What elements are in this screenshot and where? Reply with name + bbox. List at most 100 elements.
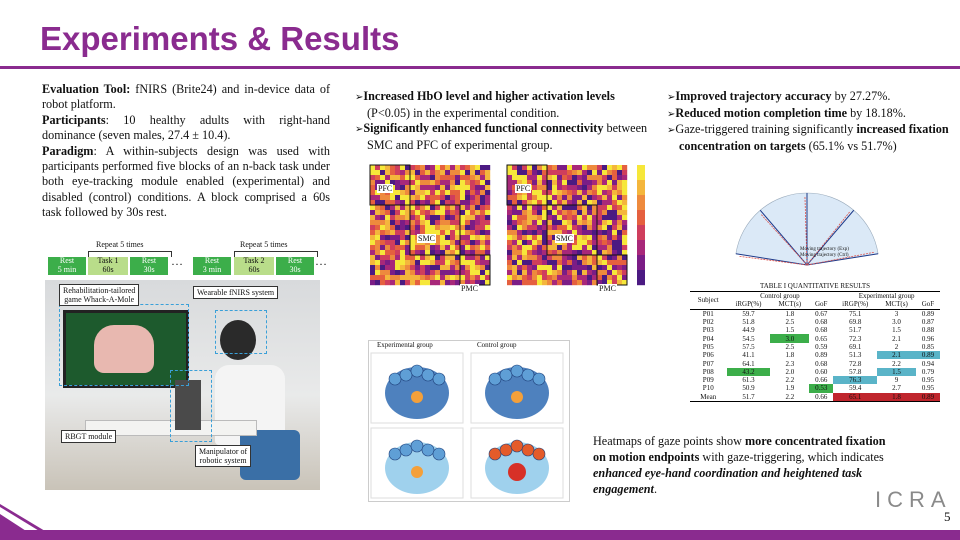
matrix-cell xyxy=(612,185,618,191)
matrix-cell xyxy=(517,260,523,266)
matrix-cell xyxy=(420,170,426,176)
matrix-cell xyxy=(512,280,518,286)
matrix-cell xyxy=(420,245,426,251)
matrix-cell xyxy=(557,260,563,266)
matrix-cell xyxy=(577,190,583,196)
matrix-cell xyxy=(460,175,466,181)
matrix-cell xyxy=(547,275,553,281)
matrix-cell xyxy=(602,275,608,281)
matrix-cell xyxy=(435,175,441,181)
matrix-cell xyxy=(405,185,411,191)
matrix-cell xyxy=(582,250,588,256)
matrix-cell xyxy=(465,190,471,196)
matrix-cell xyxy=(582,205,588,211)
matrix-cell xyxy=(475,275,481,281)
matrix-cell xyxy=(395,185,401,191)
label-experimental-group: Experimental group xyxy=(377,341,433,349)
matrix-cell xyxy=(577,225,583,231)
matrix-cell xyxy=(475,250,481,256)
matrix-cell xyxy=(385,215,391,221)
matrix-cell xyxy=(400,175,406,181)
matrix-cell xyxy=(512,265,518,271)
matrix-cell xyxy=(532,210,538,216)
matrix-cell xyxy=(375,265,381,271)
matrix-cell xyxy=(602,170,608,176)
matrix-cell xyxy=(435,190,441,196)
matrix-cell xyxy=(375,200,381,206)
matrix-cell xyxy=(622,260,628,266)
matrix-cell xyxy=(380,235,386,241)
matrix-cell xyxy=(470,175,476,181)
matrix-cell xyxy=(375,225,381,231)
matrix-cell xyxy=(410,265,416,271)
matrix-cell xyxy=(475,180,481,186)
matrix-cell xyxy=(430,165,436,171)
matrix-cell xyxy=(425,220,431,226)
table-cell: 0.60 xyxy=(815,367,828,376)
matrix-cell xyxy=(582,260,588,266)
matrix-cell xyxy=(557,265,563,271)
matrix-cell xyxy=(375,220,381,226)
matrix-cell xyxy=(455,185,461,191)
matrix-cell xyxy=(375,205,381,211)
rest-3min-block: Rest 3 min xyxy=(193,256,231,275)
matrix-cell xyxy=(562,210,568,216)
matrix-cell xyxy=(385,170,391,176)
matrix-cell xyxy=(445,205,451,211)
matrix-cell xyxy=(602,250,608,256)
matrix-cell xyxy=(622,185,628,191)
matrix-cell xyxy=(435,280,441,286)
matrix-cell xyxy=(435,245,441,251)
matrix-cell xyxy=(532,205,538,211)
matrix-cell xyxy=(380,240,386,246)
matrix-cell xyxy=(527,255,533,261)
matrix-cell xyxy=(425,175,431,181)
matrix-cell xyxy=(405,230,411,236)
matrix-cell xyxy=(400,260,406,266)
matrix-cell xyxy=(607,175,613,181)
matrix-cell xyxy=(410,215,416,221)
matrix-cell xyxy=(587,235,593,241)
matrix-cell xyxy=(572,210,578,216)
matrix-cell xyxy=(435,185,441,191)
table-cell: 0.89 xyxy=(915,351,940,360)
matrix-cell xyxy=(430,210,436,216)
matrix-cell xyxy=(532,260,538,266)
matrix-cell xyxy=(450,175,456,181)
matrix-cell xyxy=(622,275,628,281)
matrix-cell xyxy=(562,225,568,231)
table-cell: P04 xyxy=(702,334,714,343)
matrix-cell xyxy=(455,255,461,261)
matrix-cell xyxy=(460,255,466,261)
matrix-cell xyxy=(410,245,416,251)
matrix-cell xyxy=(527,200,533,206)
matrix-cell xyxy=(390,220,396,226)
matrix-cell xyxy=(552,255,558,261)
matrix-cell xyxy=(395,230,401,236)
matrix-cell xyxy=(410,175,416,181)
table-cell: 57.8 xyxy=(849,367,862,376)
matrix-cell xyxy=(470,275,476,281)
matrix-cell xyxy=(380,195,386,201)
matrix-cell xyxy=(602,235,608,241)
table-cell: 2.5 xyxy=(785,318,795,327)
matrix-cell xyxy=(455,240,461,246)
table-cell: 2.2 xyxy=(785,392,795,401)
matrix-cell xyxy=(380,230,386,236)
matrix-cell xyxy=(607,210,613,216)
matrix-cell xyxy=(405,260,411,266)
matrix-cell xyxy=(390,255,396,261)
matrix-cell xyxy=(370,175,376,181)
colorbar xyxy=(637,165,645,286)
matrix-cell xyxy=(440,185,446,191)
table-cell: 1.8 xyxy=(785,309,795,318)
matrix-cell xyxy=(440,255,446,261)
matrix-cell xyxy=(480,260,486,266)
matrix-cell xyxy=(385,240,391,246)
matrix-cell xyxy=(587,165,593,171)
matrix-cell xyxy=(602,205,608,211)
matrix-cell xyxy=(410,250,416,256)
table-header-cell: iRGP(%) xyxy=(842,300,869,309)
table-cell: 0.89 xyxy=(921,309,935,318)
table-row: P09 61.3 2.2 0.66 76.3 9 0.95 xyxy=(690,375,940,385)
